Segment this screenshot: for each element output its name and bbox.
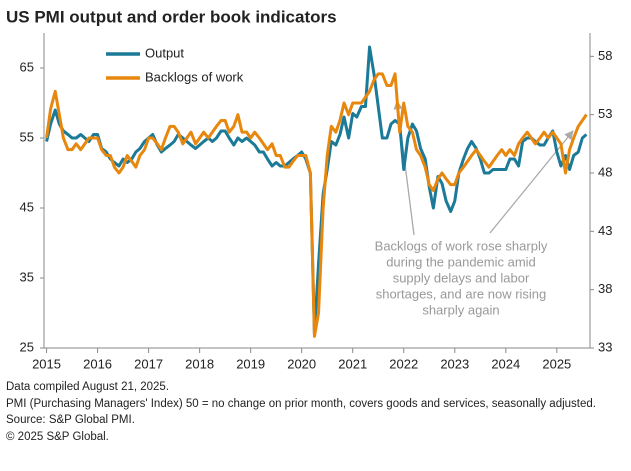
y2-tick-label: 53 (598, 106, 612, 121)
note: PMI (Purchasing Managers' Index) 50 = no… (6, 397, 596, 410)
y-tick-label: 45 (20, 199, 34, 214)
note: Data compiled August 21, 2025. (6, 381, 170, 393)
chart-title: US PMI output and order book indicators (6, 7, 337, 26)
y2-tick-label: 33 (598, 339, 612, 354)
y-tick-label: 25 (20, 339, 34, 354)
series-line (45, 72, 588, 338)
annotation: shortages, and are now rising (376, 286, 547, 301)
y2-tick-label: 38 (598, 281, 612, 296)
y-tick-label: 65 (20, 59, 34, 74)
y2-tick-label: 43 (598, 223, 612, 238)
notes: Data compiled August 21, 2025. PMI (Purch… (6, 381, 606, 447)
annotation: supply delays and labor (393, 270, 530, 285)
x-tick-label: 2018 (185, 356, 214, 371)
legend-label: Output (145, 45, 184, 60)
annotation: during the pandemic amid (386, 254, 536, 269)
x-tick-label: 2024 (491, 356, 520, 371)
x-tick-label: 2016 (83, 356, 112, 371)
y2-tick-label: 48 (598, 164, 612, 179)
x-tick-label: 2021 (338, 356, 367, 371)
series-line (45, 45, 588, 336)
annotation: sharply again (422, 302, 499, 317)
legend-label: Backlogs of work (145, 69, 244, 84)
note: Source: S&P Global PMI. (6, 414, 135, 426)
x-tick-label: 2025 (542, 356, 571, 371)
x-tick-label: 2023 (440, 356, 469, 371)
annotation-arrow (489, 130, 574, 234)
y2-tick-label: 58 (598, 48, 612, 63)
x-tick-label: 2020 (287, 356, 316, 371)
annotation: Backlogs of work rose sharply (375, 238, 548, 253)
y-tick-label: 55 (20, 129, 34, 144)
x-tick-label: 2015 (32, 356, 61, 371)
y-tick-label: 35 (20, 269, 34, 284)
x-tick-label: 2019 (236, 356, 265, 371)
x-tick-label: 2017 (134, 356, 163, 371)
chart: US PMI output and order book indicators … (6, 7, 612, 371)
note: © 2025 S&P Global. (6, 430, 109, 443)
x-tick-label: 2022 (389, 356, 418, 371)
